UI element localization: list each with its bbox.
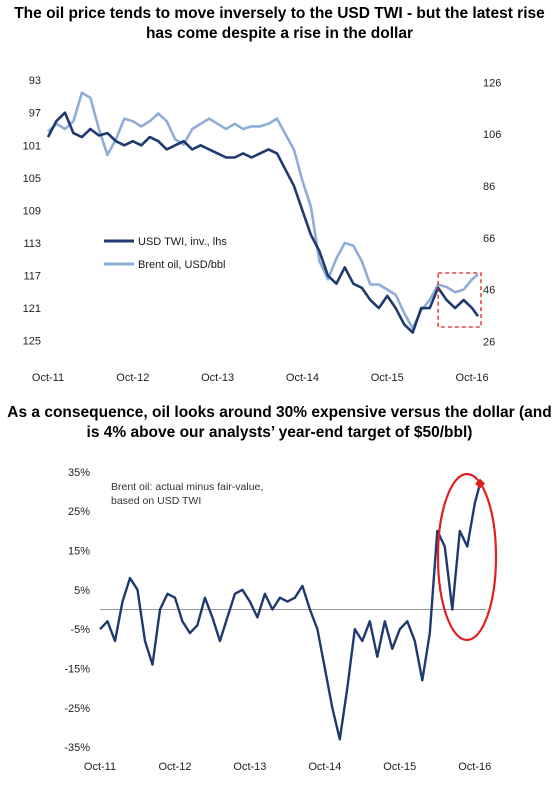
x-axis-tick: Oct-11 [32, 372, 64, 384]
bottom-chart-title: As a consequence, oil looks around 30% e… [7, 404, 552, 441]
x-axis-tick: Oct-16 [456, 372, 489, 384]
annotation-line-1: Brent oil: actual minus fair-value, [111, 481, 263, 493]
y-axis-tick: 25% [68, 506, 90, 518]
brent-oil-line [47, 91, 479, 330]
right-axis-tick: 46 [483, 285, 495, 297]
legend-brent-label: Brent oil, USD/bbl [138, 259, 225, 271]
highlight-box [437, 272, 482, 328]
top-chart: 93 97 101 105 109 113 117 121 125 126 106 86 66 46 26 O… [23, 75, 502, 384]
y-axis-tick: 35% [68, 467, 90, 479]
right-axis-tick: 66 [483, 233, 495, 245]
x-axis-tick: Oct-16 [458, 761, 491, 773]
x-axis-tick: Oct-14 [308, 761, 341, 773]
left-axis-tick: 101 [23, 140, 41, 152]
left-axis-tick: 109 [23, 205, 41, 217]
left-axis-tick: 121 [23, 303, 41, 315]
left-axis-tick: 105 [23, 173, 41, 185]
left-axis-tick: 125 [23, 336, 41, 348]
x-axis-tick: Oct-12 [116, 372, 149, 384]
x-axis-tick: Oct-13 [201, 372, 234, 384]
x-axis-tick: Oct-14 [286, 372, 319, 384]
x-axis-tick: Oct-15 [383, 761, 416, 773]
x-axis-tick: Oct-13 [233, 761, 266, 773]
right-axis-tick: 106 [483, 129, 501, 141]
left-axis-tick: 93 [29, 75, 41, 87]
annotation-line-2: based on USD TWI [111, 495, 201, 507]
left-axis-tick: 97 [29, 108, 41, 120]
fair-value-gap-line [99, 483, 482, 741]
right-axis-tick: 26 [483, 336, 495, 348]
left-axis-tick: 117 [23, 271, 41, 283]
highlight-ellipse [436, 472, 498, 642]
y-axis-tick: 15% [68, 546, 90, 558]
right-axis-tick: 126 [483, 77, 501, 89]
x-axis-tick: Oct-12 [158, 761, 191, 773]
usd-twi-line [46, 111, 480, 334]
top-chart-title: The oil price tends to move inversely to… [14, 5, 545, 42]
top-chart-legend: USD TWI, inv., lhs Brent oil, USD/bbl [104, 236, 227, 271]
x-axis-tick: Oct-15 [371, 372, 404, 384]
y-axis-tick: -35% [64, 742, 90, 754]
left-axis-tick: 113 [23, 238, 41, 250]
y-axis-tick: -15% [64, 663, 90, 675]
y-axis-tick: -25% [64, 703, 90, 715]
y-axis-tick: -5% [70, 624, 90, 636]
x-axis-tick: Oct-11 [84, 761, 116, 773]
y-axis-tick: 5% [74, 585, 90, 597]
right-axis-tick: 86 [483, 181, 495, 193]
legend-usd-label: USD TWI, inv., lhs [138, 236, 227, 248]
bottom-chart: 35% 25% 15% 5% -5% -15% -25% -35% Oct-11 Oct-12 Oc… [64, 467, 498, 773]
